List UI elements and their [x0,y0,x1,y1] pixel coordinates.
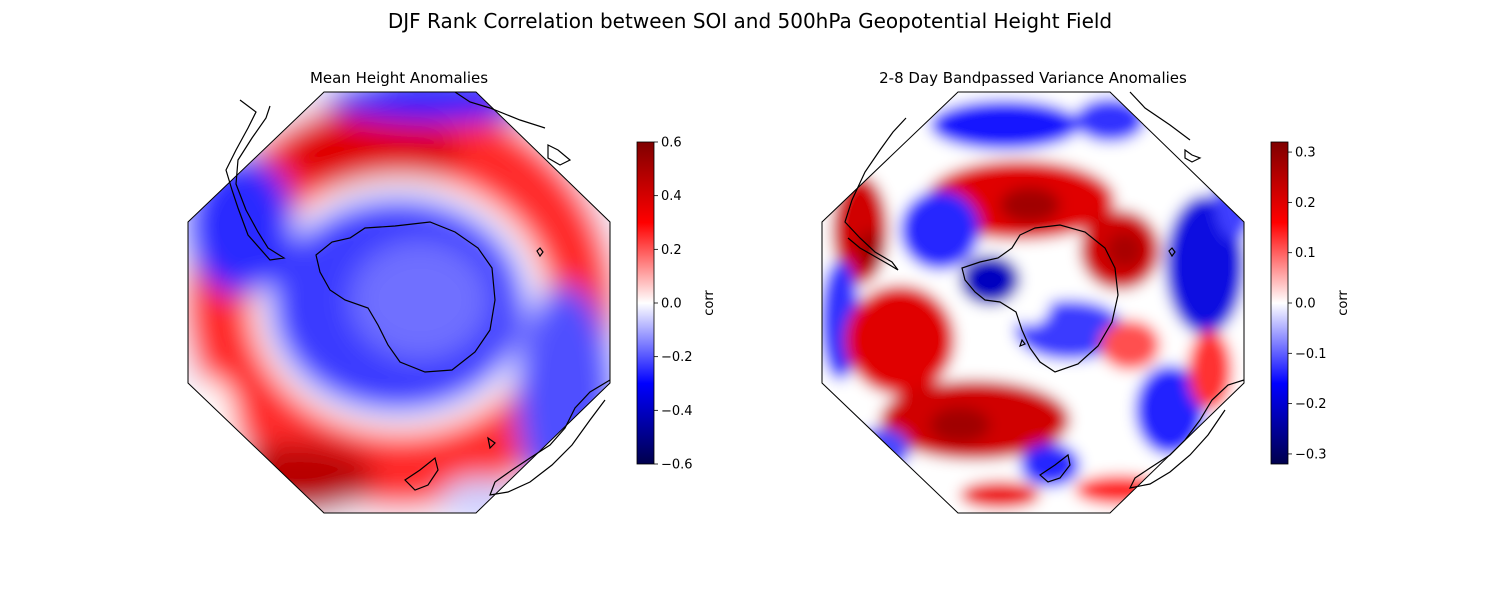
right-map-boundary [821,91,1245,514]
right-colorbar-tick-label: 0.3 [1295,146,1316,161]
left-colorbar-tick-label: 0.4 [661,189,682,204]
left-colorbar-tick-label: −0.4 [661,404,693,419]
right-panel-title: 2-8 Day Bandpassed Variance Anomalies [879,69,1187,87]
right-correlation-field [822,92,1244,513]
right-colorbar-gradient [1270,141,1289,465]
left-colorbar-label: corr [702,290,717,316]
right-colorbar-tick-label: −0.1 [1295,347,1327,362]
figure-title: DJF Rank Correlation between SOI and 500… [387,9,1113,33]
right-map [821,91,1245,514]
right-coastlines [844,91,1245,489]
left-map [187,91,611,514]
left-colorbar: −0.6 −0.4 −0.2 0.0 0.2 0.4 0.6 corr [636,136,717,473]
right-colorbar-tick-label: −0.3 [1295,447,1327,462]
left-colorbar-gradient [636,141,655,465]
left-colorbar-tick-label: −0.6 [661,458,693,473]
left-panel-title: Mean Height Anomalies [309,69,489,87]
left-colorbar-tick-label: 0.0 [661,297,682,312]
left-colorbar-tick-label: −0.2 [661,350,693,365]
right-colorbar: −0.3 −0.2 −0.1 0.0 0.1 0.2 0.3 corr [1270,141,1351,465]
right-colorbar-label: corr [1336,290,1351,316]
left-colorbar-tick-label: 0.6 [661,136,682,151]
left-map-boundary [187,91,611,514]
left-colorbar-tick-label: 0.2 [661,243,682,258]
right-colorbar-tick-label: 0.1 [1295,246,1316,261]
right-colorbar-tick-label: −0.2 [1295,397,1327,412]
right-colorbar-tick-label: 0.0 [1295,297,1316,312]
right-colorbar-tick-label: 0.2 [1295,196,1316,211]
left-correlation-field [188,92,610,513]
left-coastlines [225,91,611,496]
